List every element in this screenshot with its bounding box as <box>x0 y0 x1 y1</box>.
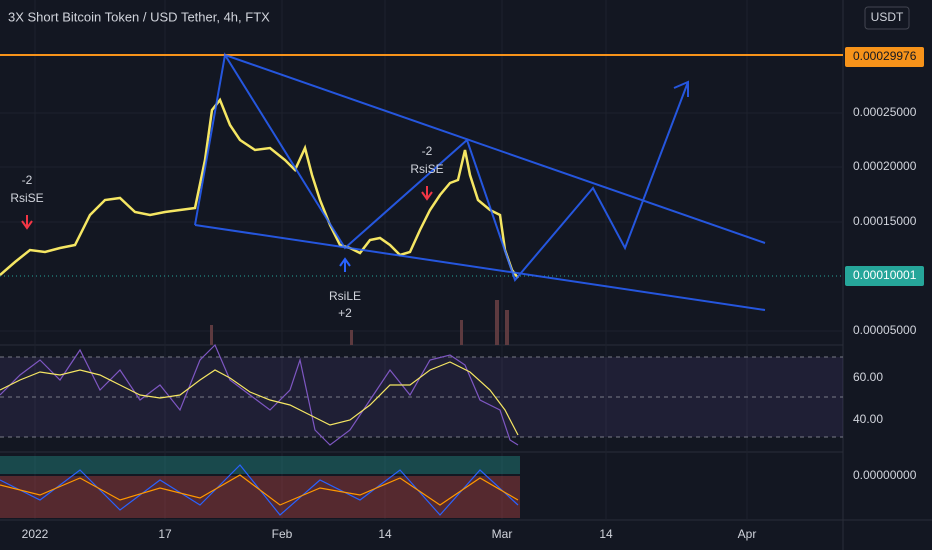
rsi-band <box>0 357 843 437</box>
last-price-label: 0.00010001 <box>853 268 917 282</box>
annotation-count: +2 <box>338 306 352 320</box>
resistance-badge <box>845 47 924 67</box>
time-label: Feb <box>272 527 293 541</box>
price-line <box>0 97 519 279</box>
time-label: 14 <box>378 527 392 541</box>
rsi-label: 60.00 <box>853 370 883 384</box>
chart-title: 3X Short Bitcoin Token / USD Tether, 4h,… <box>8 9 270 24</box>
currency-button[interactable] <box>864 6 910 30</box>
drawings <box>194 52 766 311</box>
price-label: 0.00015000 <box>853 214 917 228</box>
annotation-signal: RsiLE <box>329 289 361 303</box>
time-label: Apr <box>738 527 757 541</box>
signal-line <box>0 474 519 506</box>
time-label: 2022 <box>22 527 49 541</box>
annotation-signal: RsiSE <box>10 191 43 205</box>
time-label: Mar <box>492 527 513 541</box>
macd-label: 0.00000000 <box>853 468 917 482</box>
macd-histogram <box>0 456 520 518</box>
currency-button-label[interactable]: USDT <box>871 10 904 24</box>
price-label: 0.00005000 <box>853 323 917 337</box>
annotation-count: -2 <box>22 173 33 187</box>
resistance-label: 0.00029976 <box>853 49 917 63</box>
signal-arrows <box>21 186 433 272</box>
time-label: 17 <box>158 527 172 541</box>
price-label: 0.00020000 <box>853 159 917 173</box>
last-price-badge <box>845 266 924 286</box>
rsi-average <box>0 361 519 436</box>
annotation-count: -2 <box>422 144 433 158</box>
rsi-label: 40.00 <box>853 412 883 426</box>
time-label: 14 <box>599 527 613 541</box>
price-label: 0.00025000 <box>853 105 917 119</box>
volume <box>210 300 509 345</box>
annotation-signal: RsiSE <box>410 162 443 176</box>
rsi-line <box>0 343 519 446</box>
